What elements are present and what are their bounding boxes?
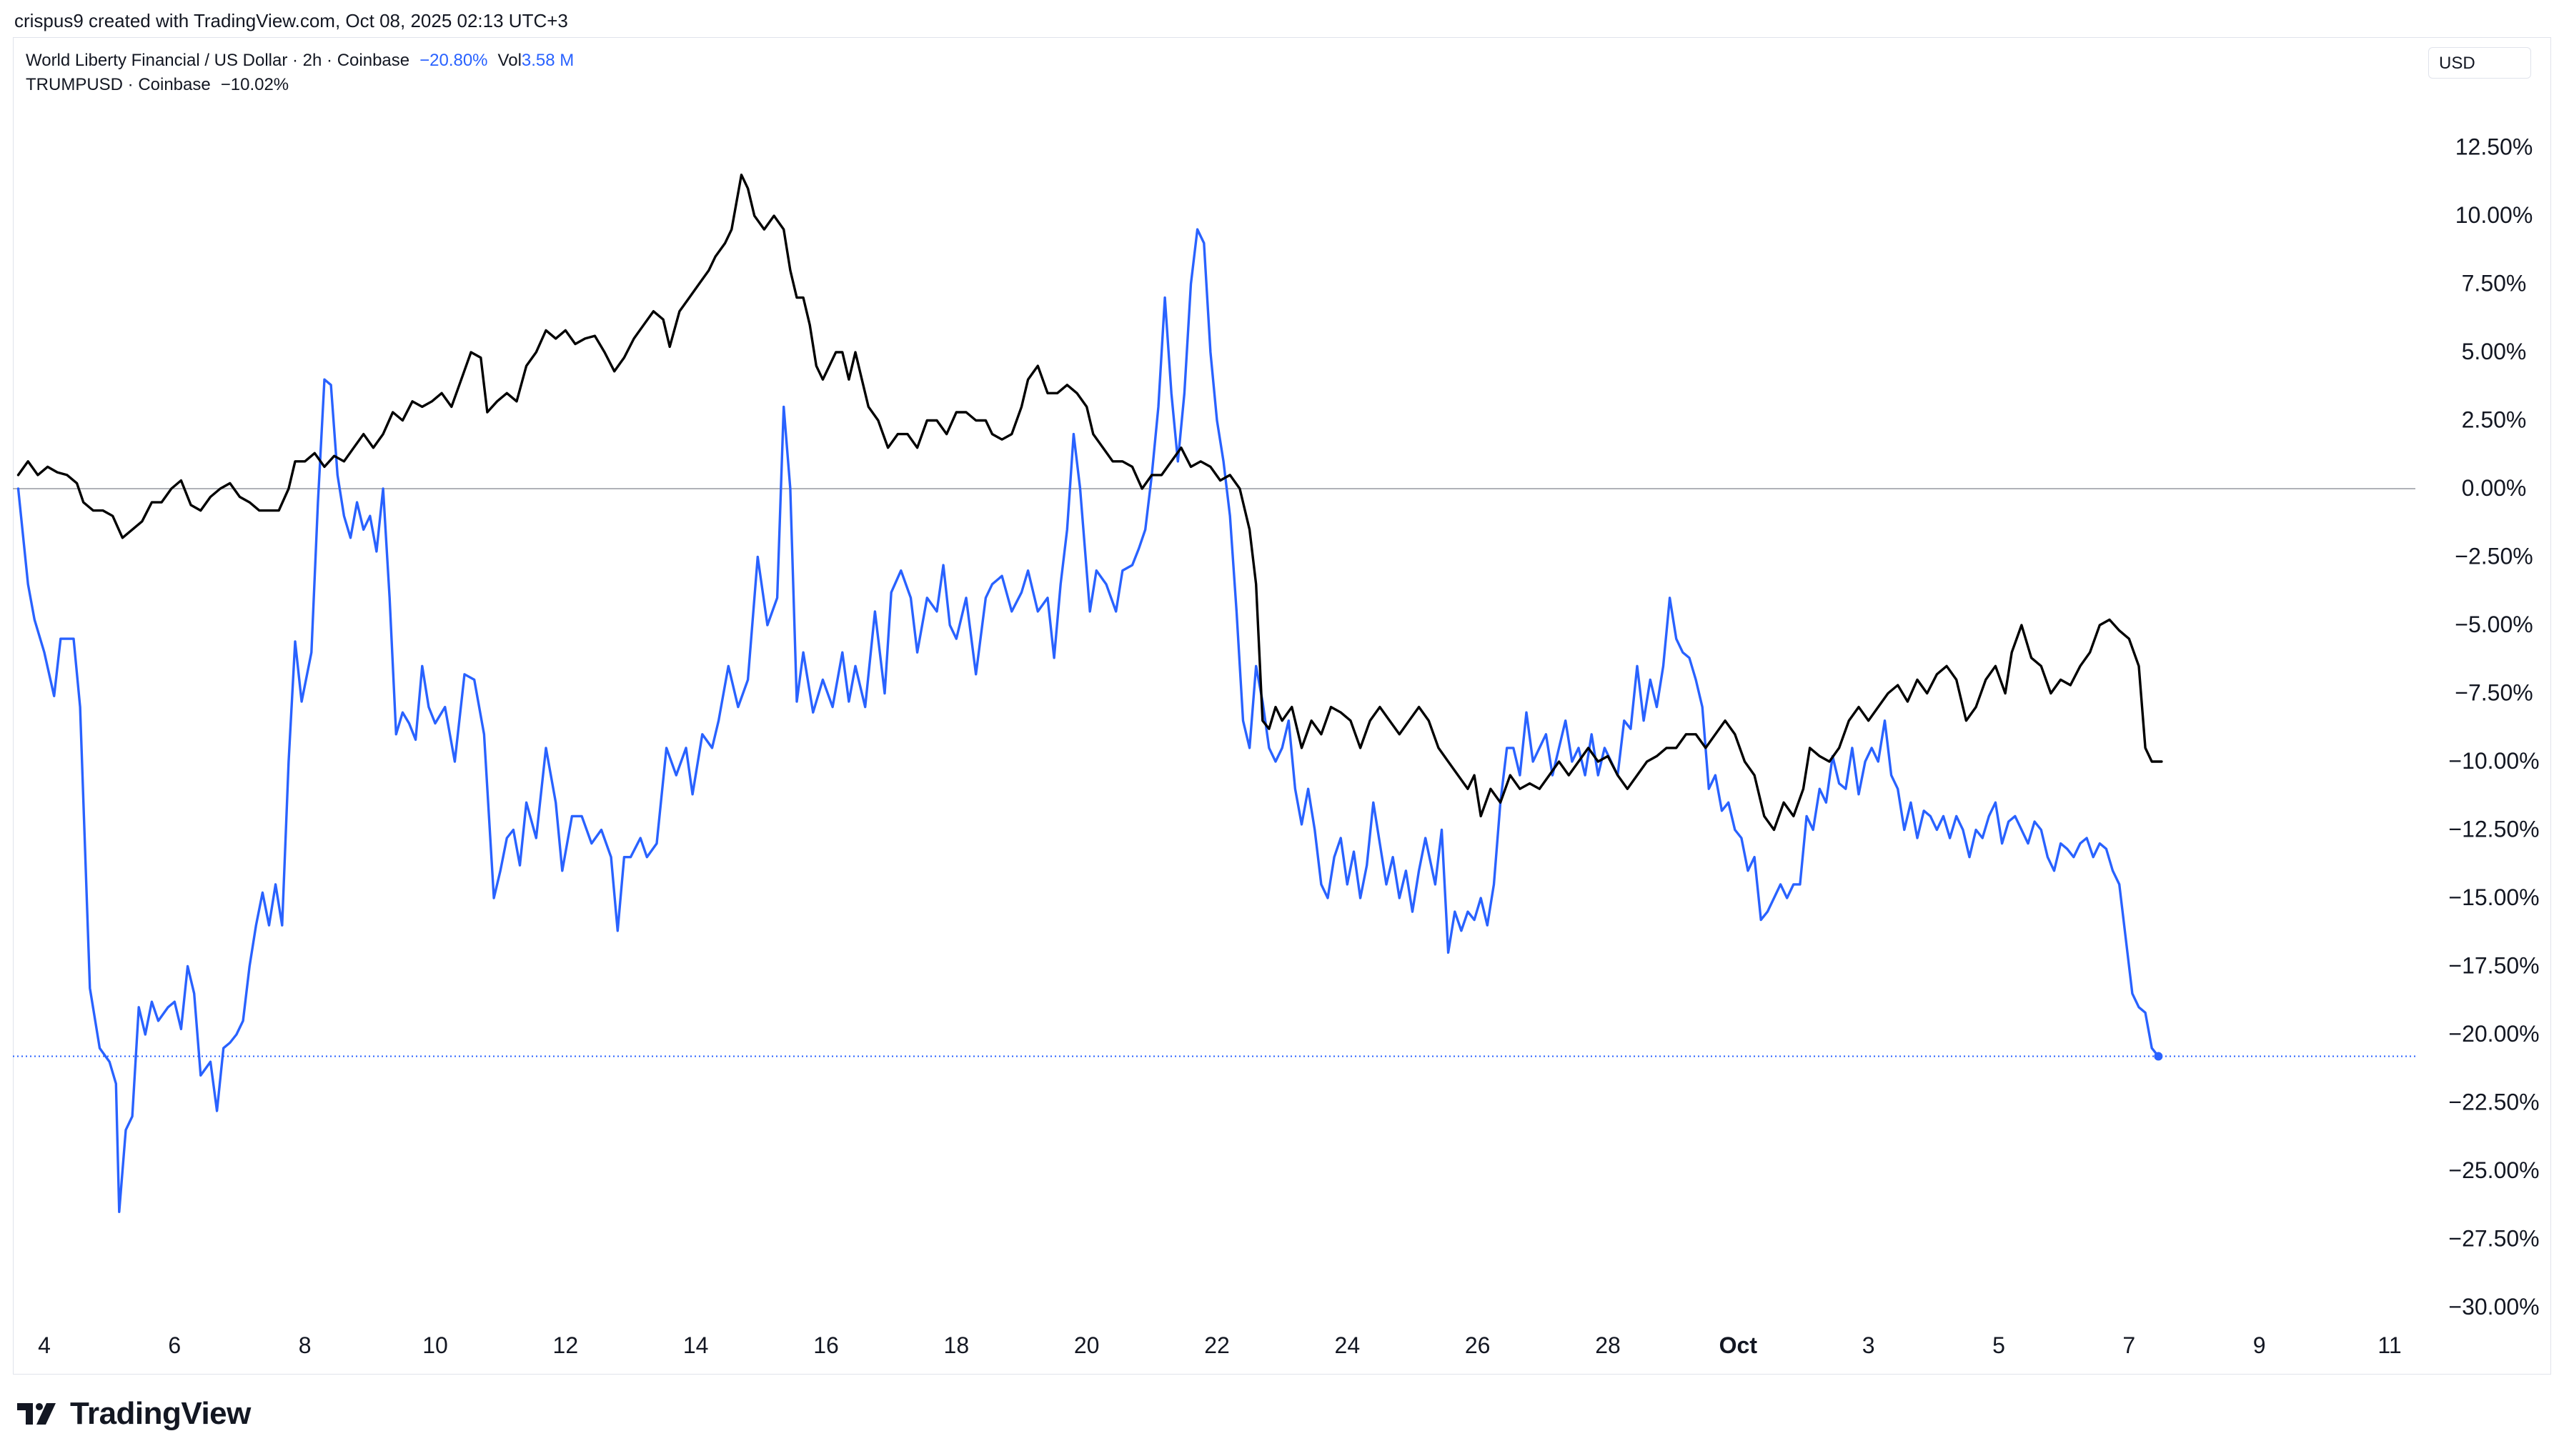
y-tick-label: −2.50%	[2455, 544, 2533, 569]
y-axis: 12.50% 10.00% 7.50% 5.00% 2.50% 0.00% −2.50% −5…	[2448, 134, 2539, 1320]
x-tick-label: 9	[2253, 1332, 2266, 1358]
y-tick-label: 10.00%	[2455, 202, 2533, 228]
legend-vol-label: Vol	[497, 51, 522, 70]
x-tick-label: Oct	[1719, 1332, 1758, 1358]
y-tick-label: −30.00%	[2448, 1294, 2539, 1320]
x-tick-label: 24	[1335, 1332, 1361, 1358]
x-tick-label: 11	[2377, 1332, 2401, 1358]
x-tick-label: 10	[422, 1332, 448, 1358]
x-tick-label: 4	[38, 1332, 51, 1358]
grid-layer	[13, 488, 2415, 1057]
legend-main-row[interactable]: World Liberty Financial / US Dollar · 2h…	[26, 49, 574, 73]
last-point-marker	[2154, 1052, 2163, 1061]
x-tick-label: 20	[1074, 1332, 1100, 1358]
y-tick-label: 2.50%	[2462, 407, 2527, 433]
x-tick-label: 18	[944, 1332, 970, 1358]
x-tick-label: 8	[299, 1332, 312, 1358]
x-tick-label: 6	[168, 1332, 181, 1358]
y-tick-label: −7.50%	[2455, 680, 2533, 706]
legend-symbol-change: −20.80%	[419, 51, 488, 70]
legend: World Liberty Financial / US Dollar · 2h…	[26, 49, 574, 97]
y-tick-label: −12.50%	[2448, 817, 2539, 842]
y-tick-label: −27.50%	[2448, 1226, 2539, 1252]
y-tick-label: −10.00%	[2448, 748, 2539, 774]
y-tick-label: 5.00%	[2462, 339, 2527, 364]
tradingview-logo-icon	[17, 1403, 56, 1425]
y-tick-label: −15.00%	[2448, 884, 2539, 910]
x-tick-label: 22	[1204, 1332, 1230, 1358]
x-tick-label: 26	[1465, 1332, 1491, 1358]
series-line-wlfi[interactable]	[16, 228, 2160, 1214]
legend-compare-change: −10.02%	[220, 75, 289, 94]
legend-compare-row[interactable]: TRUMPUSD · Coinbase −10.02%	[26, 73, 574, 97]
series-layer	[16, 173, 2163, 1214]
series-line-trump[interactable]	[16, 173, 2163, 832]
x-tick-label: 5	[1992, 1332, 2005, 1358]
x-tick-label: 16	[813, 1332, 839, 1358]
x-tick-label: 14	[683, 1332, 709, 1358]
legend-vol-value: 3.58 M	[521, 51, 575, 70]
x-tick-label: 3	[1862, 1332, 1875, 1358]
x-tick-label: 7	[2122, 1332, 2135, 1358]
y-tick-label: −25.00%	[2448, 1157, 2539, 1183]
y-tick-label: 0.00%	[2462, 475, 2527, 501]
x-tick-label: 12	[553, 1332, 579, 1358]
legend-compare-symbol: TRUMPUSD · Coinbase	[26, 75, 211, 94]
x-tick-label: 28	[1595, 1332, 1621, 1358]
currency-button[interactable]: USD	[2428, 47, 2531, 79]
chart-caption: crispus9 created with TradingView.com, O…	[14, 10, 568, 31]
x-axis: 4 6 8 10 12 14 16 18 20 22 24 26 28 Oct 3 5 7 9 11	[38, 1332, 2402, 1358]
tradingview-logo[interactable]: TradingView	[16, 1396, 251, 1432]
y-tick-label: −20.00%	[2448, 1021, 2539, 1047]
y-tick-label: −5.00%	[2455, 612, 2533, 637]
footer-brand: TradingView	[70, 1396, 251, 1431]
y-tick-label: −17.50%	[2448, 953, 2539, 979]
y-tick-label: 12.50%	[2455, 134, 2533, 160]
y-tick-label: 7.50%	[2462, 271, 2527, 296]
chart-frame	[13, 37, 2551, 1375]
legend-symbol: World Liberty Financial / US Dollar · 2h…	[26, 51, 410, 70]
y-tick-label: −22.50%	[2448, 1089, 2539, 1115]
